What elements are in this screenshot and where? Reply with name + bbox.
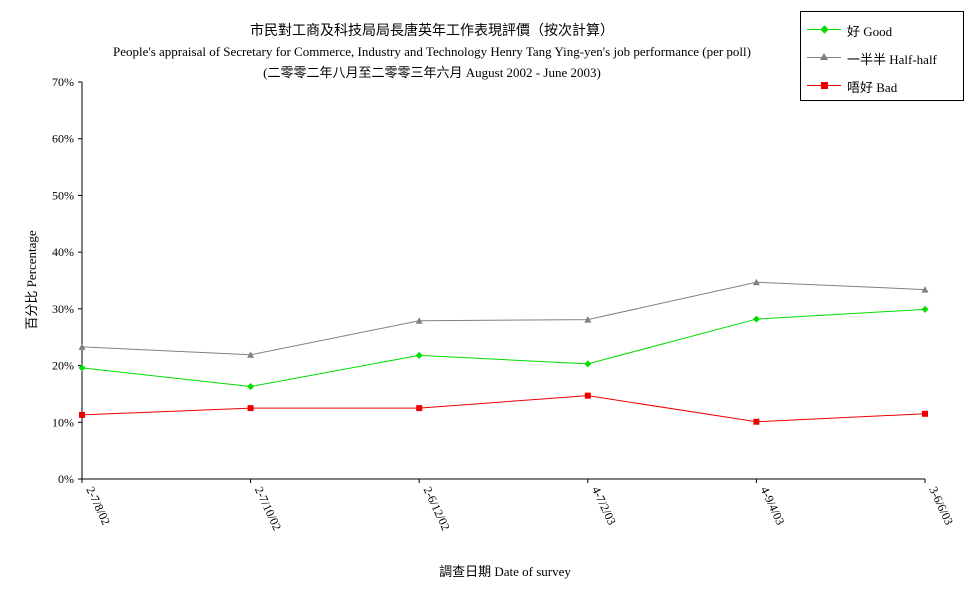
x-tick-label: 4-7/2/03 xyxy=(589,484,619,527)
legend-item-bad: 唔好 Bad xyxy=(807,76,963,96)
series-line xyxy=(81,308,926,388)
legend-label-half-half: 一半半 Half-half xyxy=(847,51,937,67)
y-tick-label: 30% xyxy=(52,302,74,316)
y-tick-label: 60% xyxy=(52,132,74,146)
x-tick-label: 2-7/10/02 xyxy=(252,484,284,532)
square-marker-icon xyxy=(821,82,828,89)
data-point xyxy=(584,392,591,399)
y-tick-label: 0% xyxy=(58,472,74,486)
y-tick-label: 70% xyxy=(52,75,74,89)
x-axis-ticks: 2-7/8/02 2-7/10/02 2-6/12/02 4-7/2/03 4-9/4/… xyxy=(81,479,956,533)
data-point xyxy=(584,316,592,323)
x-axis-label: 調查日期 Date of survey xyxy=(439,564,571,579)
y-tick-label: 10% xyxy=(52,415,74,429)
y-axis-label: 百分比 Percentage xyxy=(24,230,39,330)
data-point xyxy=(78,364,86,372)
data-point xyxy=(921,286,929,293)
triangle-marker-icon xyxy=(820,53,828,60)
legend-swatch-bad xyxy=(807,80,841,92)
x-tick-label: 4-9/4/03 xyxy=(758,484,788,527)
series-2 xyxy=(79,392,928,425)
legend-swatch-half-half xyxy=(807,52,841,64)
x-tick-label: 3-6/6/03 xyxy=(926,484,956,527)
chart-subtitle: People's appraisal of Secretary for Comm… xyxy=(113,44,751,59)
x-tick-label: 2-6/12/02 xyxy=(420,484,452,532)
series-line xyxy=(81,281,926,356)
data-point xyxy=(416,405,423,412)
chart-date-range: (二零零二年八月至二零零三年六月 August 2002 - June 2003… xyxy=(263,65,601,80)
data-point xyxy=(79,411,85,418)
data-point xyxy=(752,278,760,286)
data-point xyxy=(584,360,592,368)
data-point xyxy=(415,351,423,359)
data-point xyxy=(78,343,86,350)
legend: 好 Good 一半半 Half-half 唔好 Bad xyxy=(800,11,964,101)
legend-label-good: 好 Good xyxy=(847,23,893,39)
series-layer xyxy=(78,278,929,425)
legend-item-good: 好 Good xyxy=(807,20,963,40)
y-tick-label: 40% xyxy=(52,245,74,259)
data-point xyxy=(247,351,255,358)
series-1 xyxy=(78,278,929,358)
y-axis-ticks: 0% 10% 20% 30% 40% 50% 60% 70% xyxy=(52,75,82,486)
data-point xyxy=(247,383,255,391)
data-point xyxy=(415,317,423,324)
data-point xyxy=(921,305,929,313)
legend-label-bad: 唔好 Bad xyxy=(847,79,898,95)
data-point xyxy=(752,315,760,323)
data-point xyxy=(922,410,928,417)
diamond-marker-icon xyxy=(820,25,829,34)
legend-swatch-good xyxy=(807,24,841,36)
legend-item-half-half: 一半半 Half-half xyxy=(807,48,963,68)
series-0 xyxy=(78,305,929,391)
chart-title: 市民對工商及科技局局長唐英年工作表現評價（按次計算） xyxy=(250,22,614,39)
data-point xyxy=(247,405,254,412)
x-tick-label: 2-7/8/02 xyxy=(83,484,113,527)
data-point xyxy=(753,418,760,425)
series-line xyxy=(81,395,926,423)
y-tick-label: 20% xyxy=(52,359,74,373)
y-tick-label: 50% xyxy=(52,188,74,202)
